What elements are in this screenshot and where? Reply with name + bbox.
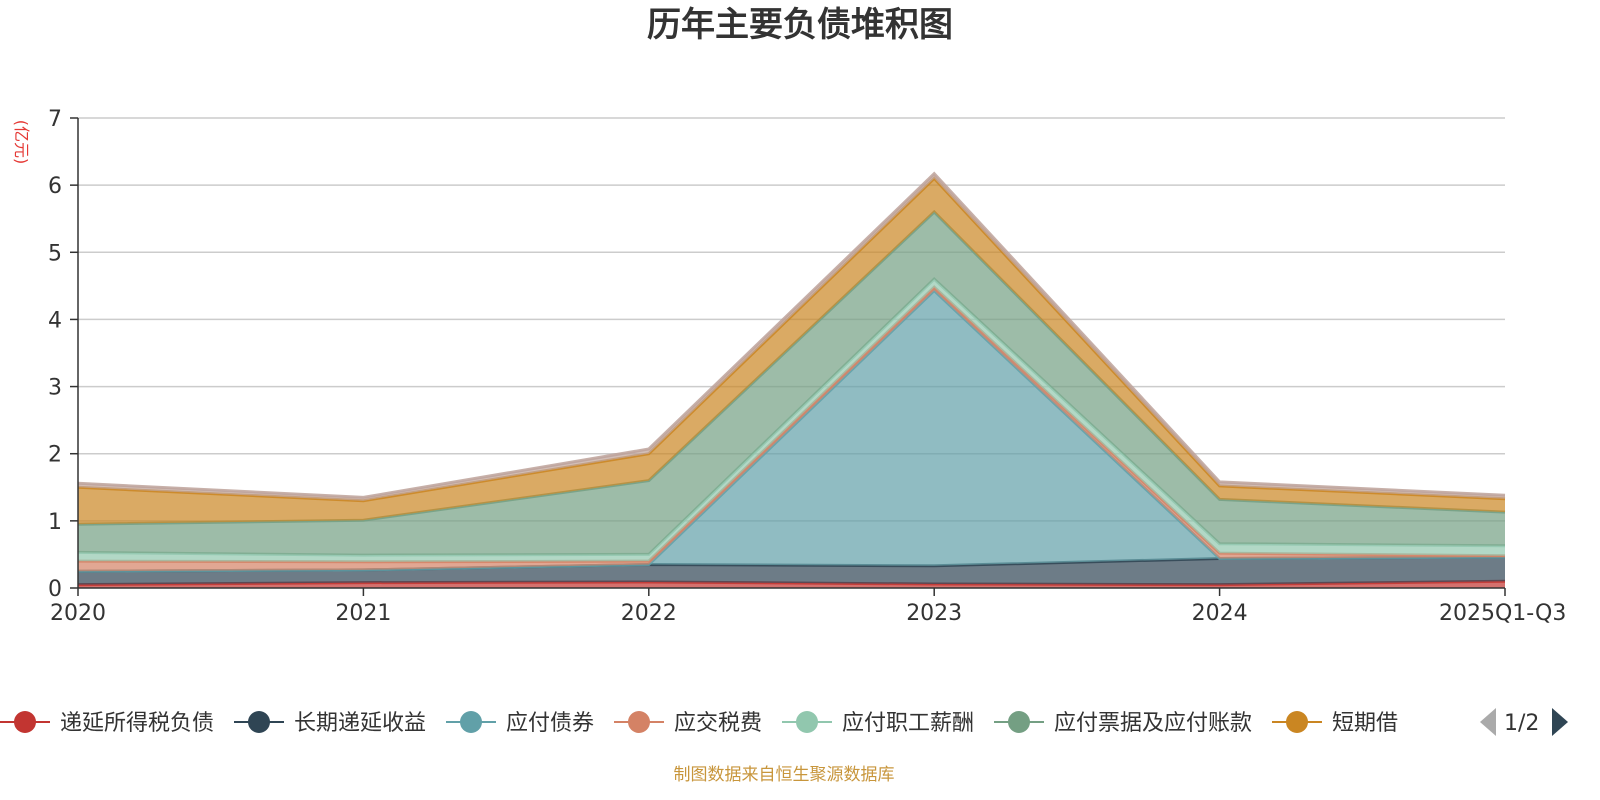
legend-pager: 1/2	[1480, 708, 1568, 736]
legend-item[interactable]: 长期递延收益	[234, 711, 426, 736]
x-axis-tick-label: 2021	[335, 601, 391, 626]
legend-marker-icon	[248, 711, 270, 733]
y-axis-tick-label: 6	[48, 174, 62, 199]
legend: 递延所得税负债 长期递延收益 应付债券 应交税费 应付职工薪酬 应付票据及应付账款 短期借	[0, 711, 1398, 736]
data-source-note: 制图数据来自恒生聚源数据库	[674, 765, 895, 785]
series-line-其他	[77, 171, 1506, 499]
legend-item[interactable]: 应付职工薪酬	[782, 711, 974, 736]
legend-item[interactable]: 短期借	[1272, 711, 1398, 736]
y-axis-tick-label: 5	[48, 241, 62, 266]
area-series-应付职工薪酬	[78, 279, 1505, 562]
y-axis-unit-label: (亿元)	[12, 120, 31, 165]
x-axis-tick-label: 2022	[621, 601, 677, 626]
legend-item[interactable]: 递延所得税负债	[0, 711, 214, 736]
x-axis-tick-label: 2020	[50, 601, 106, 626]
x-axis-tick-label: 2025Q1-Q3	[1439, 601, 1566, 626]
legend-item[interactable]: 应付票据及应付账款	[994, 711, 1252, 736]
area-series-长期递延收益	[78, 557, 1505, 585]
y-axis-tick-label: 7	[48, 107, 62, 132]
legend-label: 应付职工薪酬	[842, 711, 974, 736]
legend-label: 应交税费	[674, 711, 762, 736]
chart-title: 历年主要负债堆积图	[647, 5, 953, 45]
legend-marker-icon	[1008, 711, 1030, 733]
legend-marker-icon	[796, 711, 818, 733]
legend-next-page-icon[interactable]	[1552, 708, 1568, 736]
x-axis-tick-label: 2024	[1192, 601, 1248, 626]
legend-label: 应付债券	[506, 711, 594, 736]
legend-label: 应付票据及应付账款	[1054, 711, 1252, 736]
legend-item[interactable]: 应付债券	[446, 711, 594, 736]
legend-label: 长期递延收益	[294, 711, 426, 736]
area-series-应付债券	[78, 290, 1505, 572]
x-axis-tick-label: 2023	[906, 601, 962, 626]
y-axis-tick-label: 2	[48, 443, 62, 468]
legend-page-indicator: 1/2	[1504, 711, 1539, 736]
legend-marker-icon	[14, 711, 36, 733]
legend-label: 短期借	[1332, 711, 1398, 736]
legend-marker-icon	[1286, 711, 1308, 733]
y-axis-tick-label: 0	[48, 577, 62, 602]
legend-label: 递延所得税负债	[60, 711, 214, 736]
area-series-应付票据及应付账款	[78, 212, 1505, 556]
y-axis-tick-label: 1	[48, 510, 62, 535]
legend-marker-icon	[460, 711, 482, 733]
legend-marker-icon	[628, 711, 650, 733]
y-axis-tick-label: 4	[48, 308, 62, 333]
legend-item[interactable]: 应交税费	[614, 711, 762, 736]
axes: 0 1 2 3 4 5 6 7 2020 2021 2022 2023 2024 2025Q1-Q3	[48, 107, 1566, 626]
legend-prev-page-icon[interactable]	[1480, 708, 1496, 736]
y-axis-tick-label: 3	[48, 376, 62, 401]
area-series-group	[77, 171, 1506, 588]
